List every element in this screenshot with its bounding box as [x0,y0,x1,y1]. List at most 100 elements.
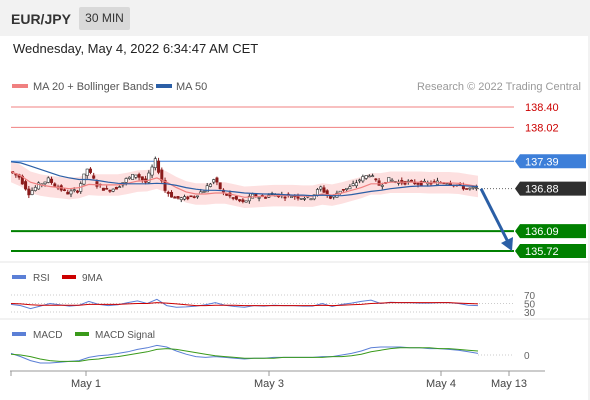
candle-body [215,177,219,183]
candle-body [140,176,144,181]
candle-body [348,186,352,190]
candle-body [101,187,105,191]
candle-body [192,196,196,198]
candle-body [147,172,151,183]
candle-body [315,189,319,196]
ma50-line [10,161,479,197]
candle-body [186,196,190,200]
macd-tick-label: 0 [524,351,530,362]
candle-body [290,196,294,199]
candle-body [225,193,229,196]
candle-body [105,188,109,190]
candle-body [160,169,164,182]
forecast-arrow [479,187,510,243]
macd-legend: MACD MACD Signal [12,330,155,341]
candle-body [319,186,323,190]
candle-body [403,181,407,185]
candle-body [111,188,115,192]
candle-body [238,199,242,202]
rsi-ma-legend-swatch [62,275,76,279]
candle-body [85,168,89,176]
candle-body [66,191,70,195]
candle-body [189,195,193,198]
candle-body [108,190,112,192]
pivot-level-tag [515,154,586,169]
candle-body [37,182,41,190]
candle-body [361,176,365,182]
candle-body [72,189,76,191]
candle-body [465,188,469,190]
chart-datetime: Wednesday, May 4, 2022 6:34:47 AM CET [13,41,259,56]
candle-body [137,174,141,178]
candle-body [170,191,174,198]
candle-body [234,196,238,200]
resistance-level-label: 138.40 [525,102,559,114]
candle-body [46,177,50,183]
ma50-legend-label: MA 50 [176,81,207,93]
candle-body [468,187,472,190]
support-level-label: 135.72 [525,246,559,258]
candle-body [153,158,157,169]
macd-signal-line [10,347,479,362]
rsi-legend-label: RSI [33,273,50,284]
forecast-arrowhead [501,237,513,251]
candle-body [75,190,79,193]
macd-signal-legend-swatch [75,332,89,336]
candle-body [183,196,187,200]
candle-body [345,187,349,190]
candle-body [302,198,306,200]
rsi-line [10,298,479,310]
support-level-tag [515,244,586,258]
candle-body [244,200,248,203]
candle-body [179,197,183,201]
current-level-tag [515,181,586,196]
macd-legend-label: MACD [33,330,62,341]
candle-body [364,175,368,179]
candle-body [131,174,135,180]
rsi-ma-legend-label: 9MA [82,273,103,284]
chart-header: EUR/JPY 30 MIN [0,0,590,36]
candle-body [328,196,332,199]
candle-body [283,196,287,199]
candle-body [157,160,161,173]
support-level-label: 136.09 [525,226,559,238]
instrument-title: EUR/JPY [11,11,71,27]
candle-body [257,197,261,199]
candle-body [387,177,391,183]
candle-body [43,181,47,185]
x-tick-label: May 4 [426,378,456,390]
macd-panel: 0 [10,344,530,364]
candle-body [264,197,268,199]
candle-body [358,179,362,182]
timeframe-button[interactable]: 30 MIN [79,7,130,30]
candle-body [354,182,358,187]
macd-legend-swatch [12,332,26,336]
candle-body [114,186,118,190]
rsi-ma-line [10,302,479,307]
copyright-text: Research © 2022 Trading Central [417,81,581,93]
candle-body [218,182,222,190]
pivot-level-label: 137.39 [525,156,559,168]
candle-body [53,183,57,187]
price-panel: 138.40 138.02 137.39 136.88 136.09 135.72 [10,102,586,258]
rsi-legend: RSI 9MA [12,273,103,284]
candle-body [247,195,251,202]
x-tick-label: May 1 [71,378,101,390]
candle-body [95,181,99,187]
rsi-tick-label: 30 [524,308,536,319]
candle-body [212,179,216,183]
rsi-tick-label: 70 [524,291,536,302]
rsi-tick-label: 50 [524,300,536,311]
candle-body [231,197,235,199]
candle-body [127,176,131,179]
candle-body [241,199,245,202]
candle-body [92,175,96,179]
candle-body [299,198,303,200]
x-tick-label: May 13 [491,378,527,390]
candle-body [341,189,345,191]
current-level-label: 136.88 [525,184,559,196]
resistance-level-label: 138.02 [525,122,559,134]
ma20-legend-label: MA 20 + Bollinger Bands [33,81,154,93]
x-axis: May 1 May 3 May 4 May 13 [10,371,527,390]
